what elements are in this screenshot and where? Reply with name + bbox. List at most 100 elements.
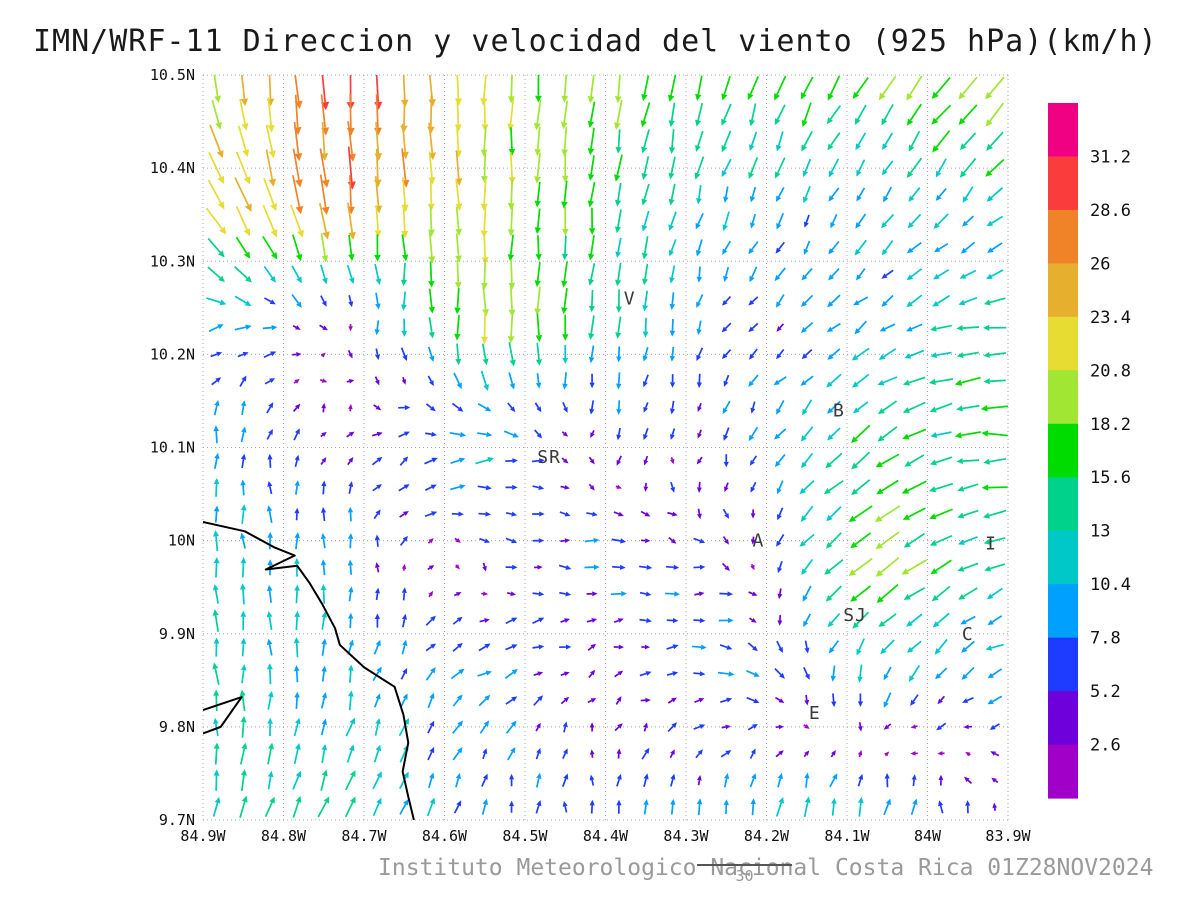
wind-vector [615,484,622,489]
wind-vector [535,313,543,343]
wind-vector [615,129,622,154]
wind-vector [802,585,812,602]
station-label: I [985,533,997,554]
wind-vector [453,592,462,597]
x-tick-label: 83.9W [985,827,1031,845]
wind-vector [561,457,569,464]
wind-vector [428,316,435,339]
wind-vector [454,564,460,570]
wind-vector [454,314,461,341]
coastline [203,521,415,820]
wind-vector [589,722,595,732]
wind-vector [292,148,303,188]
wind-vector [560,100,569,130]
wind-vector [670,428,676,440]
wind-vector [855,213,867,229]
wind-vector [827,400,841,414]
wind-vector [881,269,894,279]
wind-vector [240,637,247,657]
wind-vector [587,235,595,261]
wind-vector [373,639,381,655]
wind-vector [478,694,491,707]
wind-vector [294,454,300,468]
wind-vector [961,640,975,653]
wind-vector [670,798,676,815]
wind-vector [801,348,813,360]
wind-vector [449,431,467,438]
wind-vector [371,431,383,437]
wind-vector [857,749,863,758]
wind-vector [935,158,947,178]
station-label: C [962,624,974,645]
wind-vector [958,76,978,100]
wind-vector [851,424,871,444]
wind-vector [696,347,704,361]
wind-vector [292,175,304,215]
colorbar-segment [1048,103,1078,158]
wind-vector [589,373,595,389]
station-label: V [624,289,636,310]
wind-vector [348,481,354,494]
wind-vector [956,458,980,465]
wind-vector [321,743,328,764]
wind-vector [668,156,676,180]
wind-vector [266,584,273,603]
wind-vector [562,401,568,413]
wind-vector [848,557,873,576]
wind-vector [374,320,380,336]
wind-vector [562,748,568,759]
wind-vector [214,452,220,470]
wind-vector [773,376,787,386]
wind-vector [803,750,810,758]
wind-vector [348,586,354,602]
wind-vector [615,696,622,705]
wind-vector [505,644,518,651]
wind-vector [535,373,542,389]
gridlines [202,74,1009,821]
wind-vector [263,351,277,359]
y-tick-label: 10.3N [150,252,195,270]
wind-vector [561,206,569,236]
wind-vector [965,800,971,814]
wind-vector [855,268,866,281]
wind-vector [399,511,409,518]
wind-vector [642,263,649,286]
wind-vector [562,314,569,341]
wind-vector [830,749,836,758]
wind-vector [855,132,867,151]
colorbar-tick-label: 26 [1090,254,1110,274]
wind-vector [775,696,785,703]
wind-vector [829,773,838,788]
wind-vector [721,724,731,730]
wind-vector [292,770,302,790]
wind-vector [213,75,221,103]
wind-vector [987,615,1003,626]
wind-vector [747,76,760,101]
wind-vector [776,400,785,415]
wind-vector [799,480,815,495]
wind-vector [532,485,545,490]
wind-vector [775,750,784,758]
wind-vector [346,94,355,136]
wind-vector [587,75,595,104]
wind-vector [266,663,273,685]
wind-vector [906,323,923,332]
wind-vector [856,638,865,656]
wind-vector [561,773,569,788]
wind-vector [800,294,814,307]
wind-vector [906,157,923,178]
wind-vector [776,187,785,202]
wind-vector [320,584,327,604]
wind-vector [533,695,544,706]
wind-vector [265,124,276,159]
wind-vector [534,261,541,288]
wind-vector [533,99,542,131]
wind-vector [750,563,755,571]
wind-vector [850,585,872,602]
wind-vector [880,639,895,655]
wind-vector [371,456,383,466]
wind-vector [505,458,518,464]
wind-vector [209,124,224,159]
wind-vector [666,617,679,623]
wind-vector [931,104,952,125]
